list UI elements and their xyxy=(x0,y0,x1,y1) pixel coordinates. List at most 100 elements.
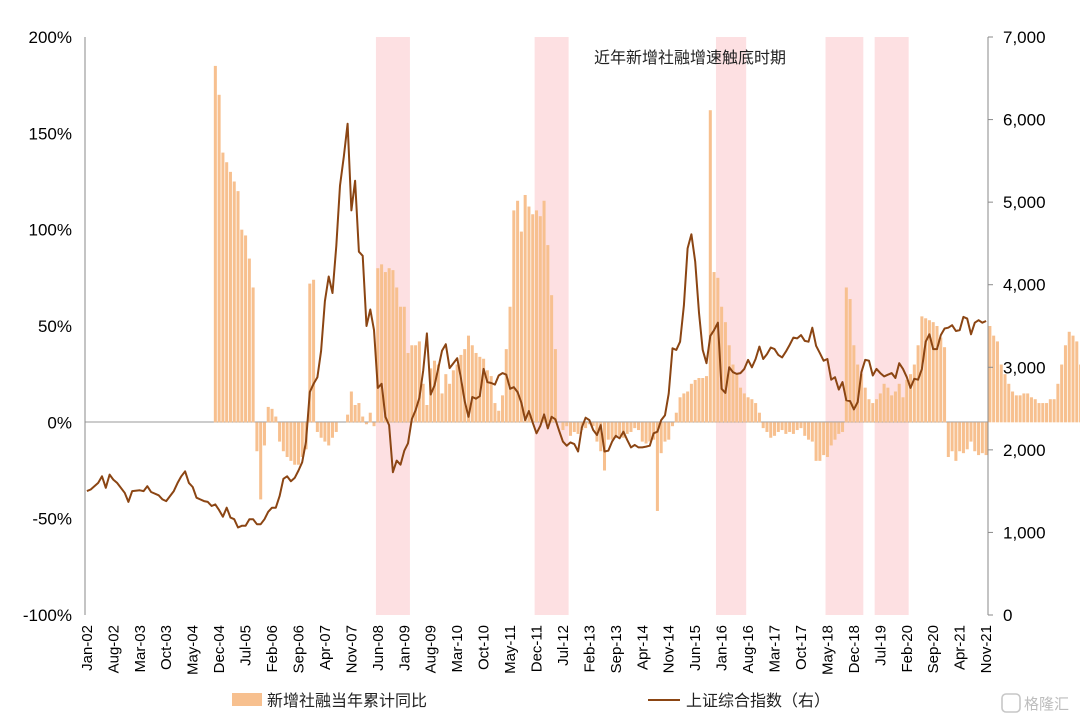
bar-228 xyxy=(946,422,950,458)
bar-35 xyxy=(217,94,221,423)
right-tick-label: 2,000 xyxy=(1003,441,1046,460)
bar-128 xyxy=(568,422,573,436)
bar-64 xyxy=(327,422,331,446)
shaded-period-5 xyxy=(874,37,909,615)
x-axis-ticks: Jan-02 Aug-02 Mar-03 Oct-03 May-04 Dec-04 Jul-… xyxy=(79,625,995,675)
bar-181 xyxy=(769,422,773,438)
left-tick-label: 0% xyxy=(47,413,72,432)
bar-178 xyxy=(757,412,761,423)
x-tick-label: Mar-03 xyxy=(132,625,149,673)
bar-182 xyxy=(773,422,777,436)
left-axis-ticks: -100% -50% 0% 50% 100% 150% 200% xyxy=(23,28,72,625)
right-tick-label: 0 xyxy=(1003,606,1012,625)
watermark: 格隆汇 xyxy=(1001,693,1069,713)
legend-bar-label: 新增社融当年累计同比 xyxy=(267,691,427,710)
bar-180 xyxy=(765,422,769,432)
bar-218 xyxy=(909,374,913,423)
bar-109 xyxy=(497,410,501,423)
bar-54 xyxy=(289,422,293,461)
bar-112 xyxy=(508,306,512,423)
x-tick-label: Oct-17 xyxy=(793,625,810,670)
x-tick-label: Jun-15 xyxy=(687,625,704,671)
bar-261 xyxy=(1071,335,1075,423)
bar-106 xyxy=(485,370,489,423)
bar-172 xyxy=(735,374,739,423)
bar-226 xyxy=(939,337,943,423)
right-axis-ticks: 0 1,000 2,000 3,000 4,000 5,000 6,000 7,000 xyxy=(988,28,1046,625)
bar-103 xyxy=(474,352,478,423)
bar-75 xyxy=(368,412,372,423)
bar-192 xyxy=(810,422,814,442)
bar-232 xyxy=(961,422,965,454)
bar-159 xyxy=(686,391,690,423)
bar-185 xyxy=(784,422,788,434)
bar-115 xyxy=(519,231,523,423)
bar-161 xyxy=(693,379,697,423)
bar-215 xyxy=(897,383,901,423)
bar-243 xyxy=(1003,374,1007,423)
bar-108 xyxy=(493,403,497,423)
bar-40 xyxy=(236,191,240,423)
bar-116 xyxy=(523,194,527,423)
bar-122 xyxy=(546,245,550,423)
bar-56 xyxy=(296,422,300,465)
bar-258 xyxy=(1060,364,1064,423)
bar-235 xyxy=(973,422,977,452)
bar-255 xyxy=(1048,399,1052,423)
x-tick-label: Jun-08 xyxy=(370,625,387,671)
bar-170 xyxy=(727,345,731,423)
bar-95 xyxy=(444,374,448,423)
bar-143 xyxy=(625,422,629,434)
bar-204 xyxy=(856,364,860,423)
bar-60 xyxy=(312,279,316,423)
bar-251 xyxy=(1033,399,1037,423)
bar-217 xyxy=(905,379,909,423)
bar-82 xyxy=(395,287,399,423)
bar-162 xyxy=(697,378,701,423)
bar-63 xyxy=(323,422,327,442)
bar-212 xyxy=(886,387,890,423)
bar-184 xyxy=(780,422,784,431)
bar-84 xyxy=(402,306,406,423)
bar-134 xyxy=(591,422,595,427)
bar-237 xyxy=(980,422,984,454)
bar-191 xyxy=(807,422,811,440)
bar-121 xyxy=(542,200,546,423)
bar-201 xyxy=(844,287,848,423)
x-tick-label: Apr-07 xyxy=(317,625,334,670)
bar-76 xyxy=(372,422,376,427)
left-tick-label: 50% xyxy=(38,317,72,336)
bar-118 xyxy=(531,214,535,423)
bar-214 xyxy=(893,391,897,423)
bar-148 xyxy=(644,422,648,444)
bar-207 xyxy=(867,399,871,423)
x-tick-label: Mar-10 xyxy=(449,625,466,673)
bar-257 xyxy=(1056,383,1060,423)
bar-38 xyxy=(228,171,232,423)
x-tick-label: Nov-21 xyxy=(978,625,995,673)
bar-153 xyxy=(663,422,667,442)
line-series xyxy=(86,122,987,529)
bar-86 xyxy=(410,345,414,423)
bar-177 xyxy=(754,403,758,423)
bar-211 xyxy=(882,383,886,423)
right-tick-label: 7,000 xyxy=(1003,28,1046,47)
bar-51 xyxy=(278,422,282,442)
x-tick-label: Apr-21 xyxy=(952,625,969,670)
bar-117 xyxy=(527,206,531,423)
bar-206 xyxy=(863,387,867,423)
bar-213 xyxy=(890,395,894,423)
bar-69 xyxy=(346,414,350,423)
bar-85 xyxy=(406,352,410,423)
bar-65 xyxy=(330,422,334,438)
bar-144 xyxy=(629,422,633,432)
bar-187 xyxy=(791,422,795,434)
bar-227 xyxy=(943,347,947,423)
bar-189 xyxy=(799,422,803,429)
bar-219 xyxy=(912,364,916,423)
bar-203 xyxy=(852,345,856,423)
bar-240 xyxy=(992,335,996,423)
watermark-text: 格隆汇 xyxy=(1024,695,1069,713)
bar-253 xyxy=(1041,403,1045,423)
left-tick-label: -50% xyxy=(32,510,72,529)
